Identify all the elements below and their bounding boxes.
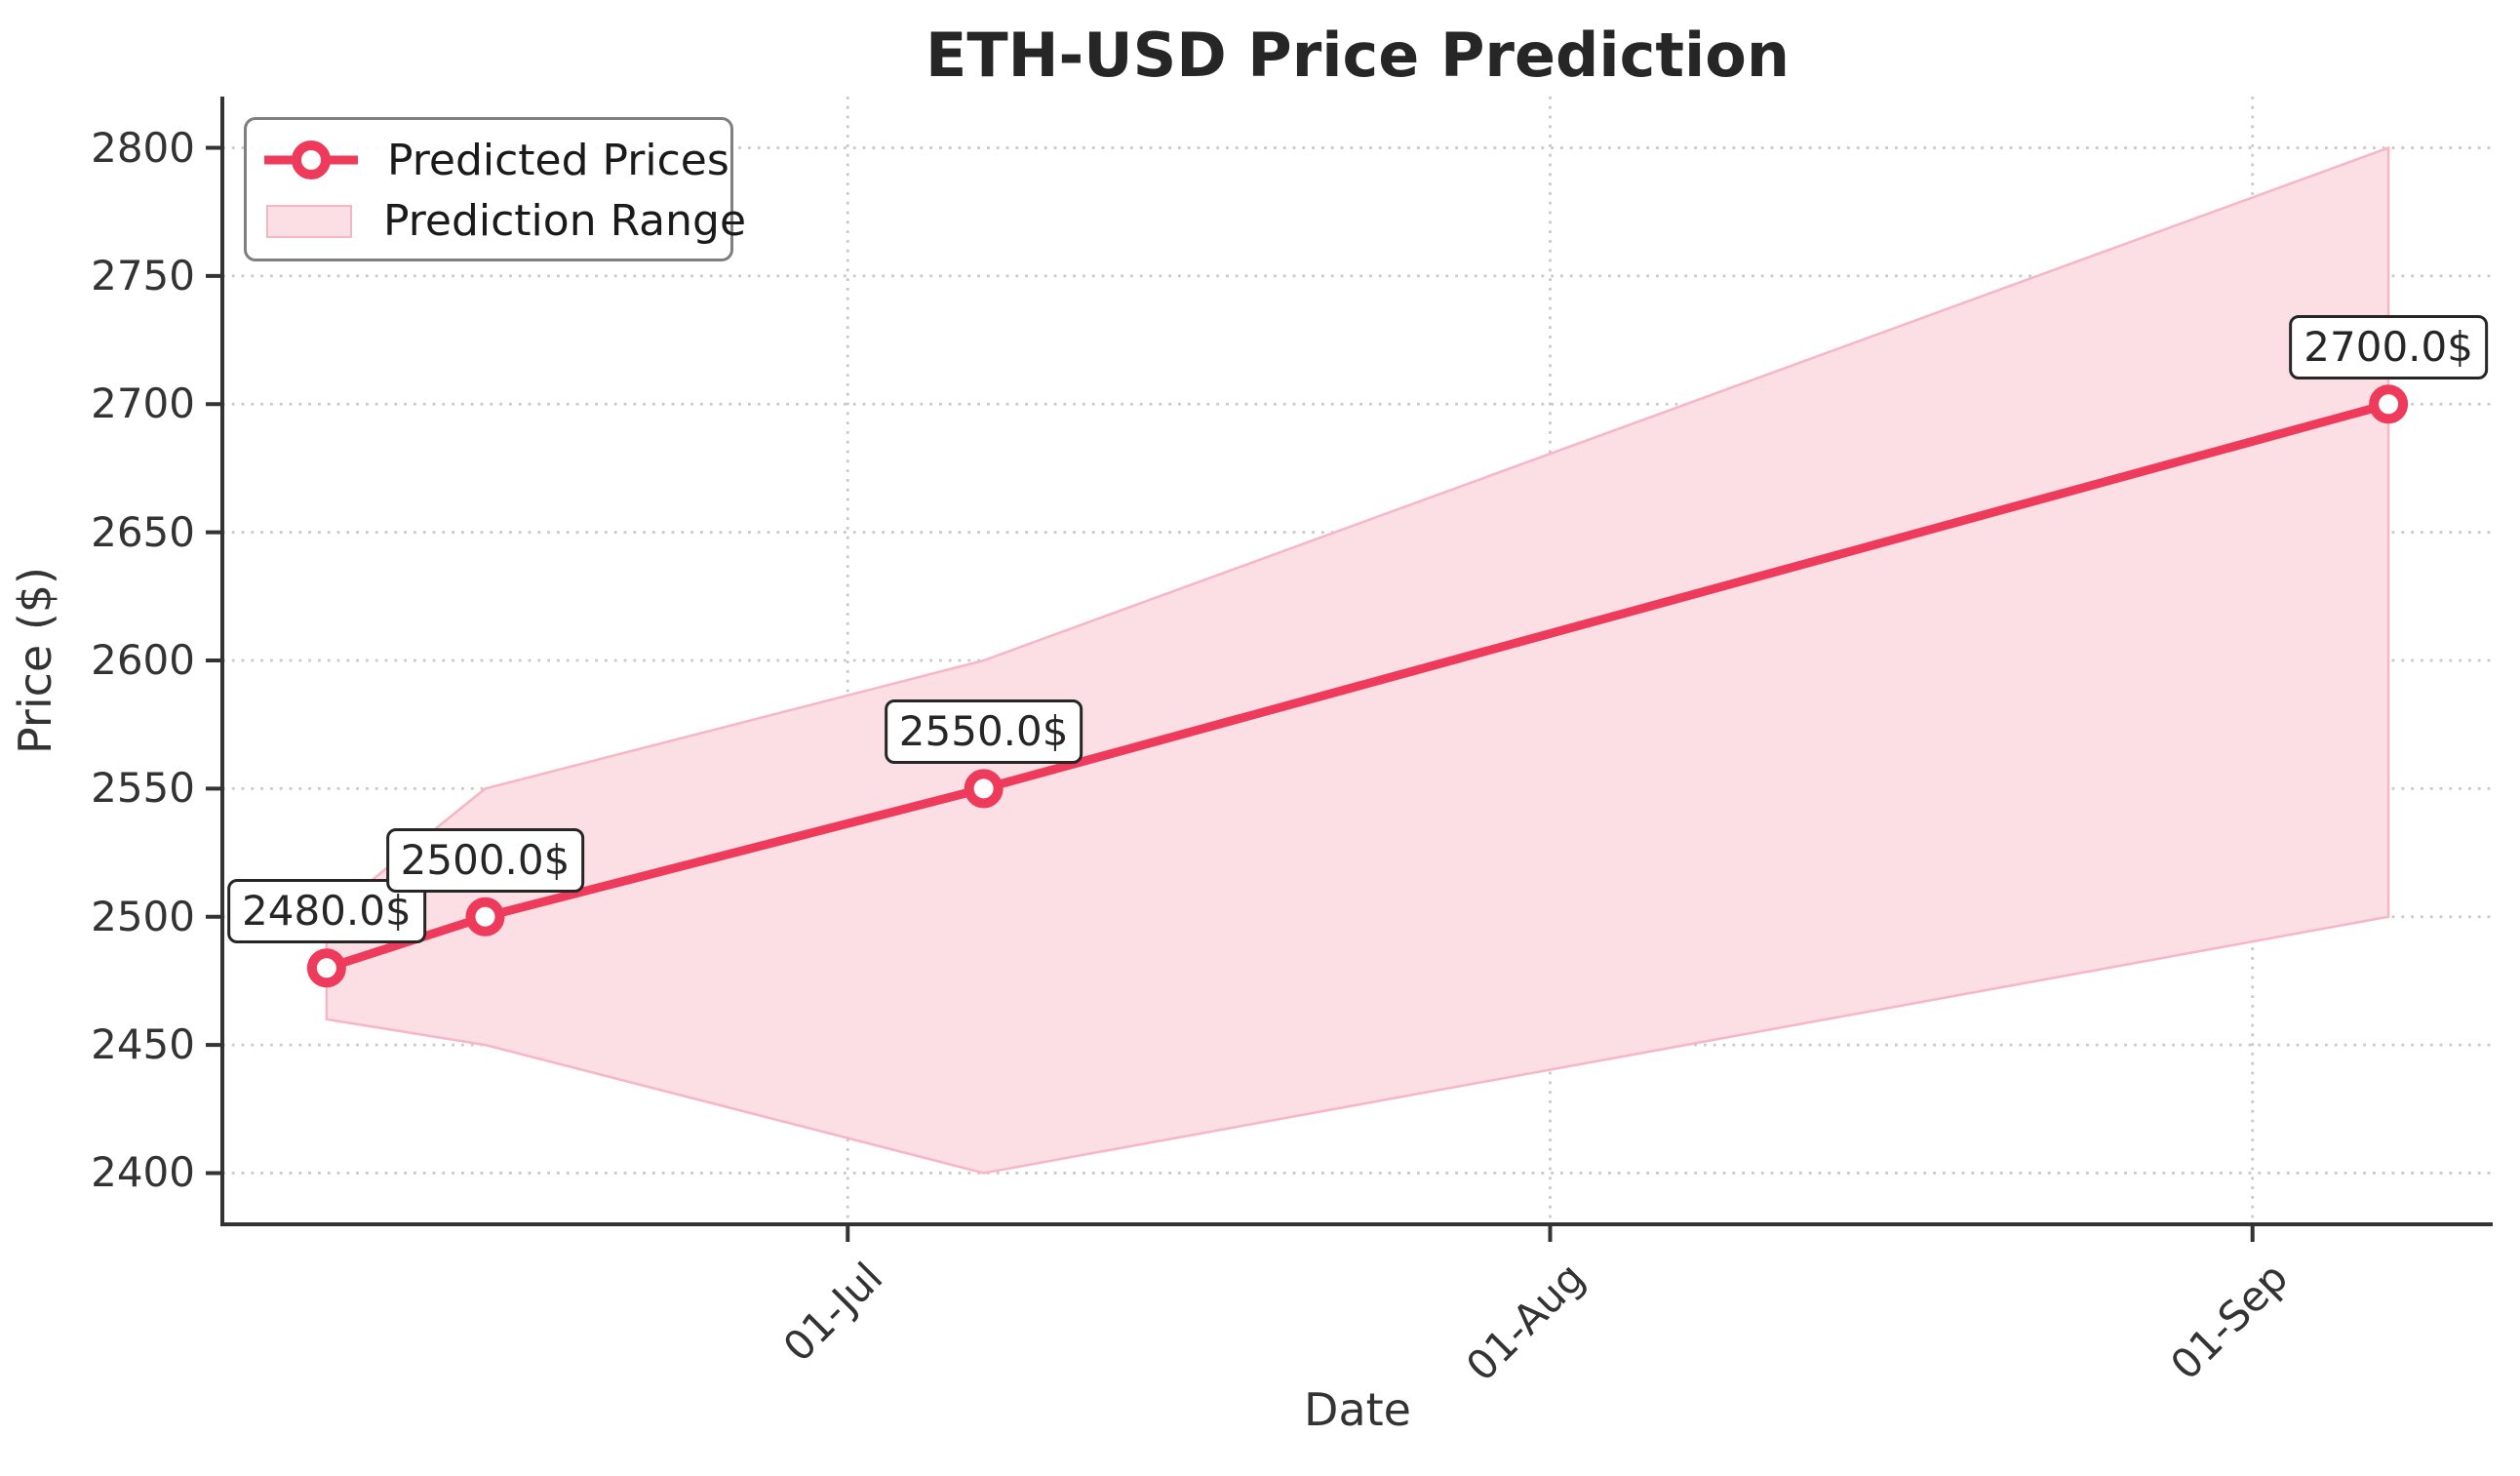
y-tick-label: 2800 xyxy=(91,123,195,172)
y-tick-label: 2550 xyxy=(91,764,195,813)
legend-label: Prediction Range xyxy=(383,196,747,246)
chart-title: ETH-USD Price Prediction xyxy=(925,20,1791,91)
y-tick-label: 2750 xyxy=(91,251,195,299)
point-annotation: 2480.0$ xyxy=(227,879,426,944)
legend-item-prediction-range: Prediction Range xyxy=(260,196,746,246)
point-annotation: 2700.0$ xyxy=(2289,315,2488,380)
data-point-marker xyxy=(465,897,505,937)
y-tick-label: 2700 xyxy=(91,379,195,428)
line-circle-icon xyxy=(264,140,358,180)
y-tick-label: 2400 xyxy=(91,1148,195,1197)
x-axis-label: Date xyxy=(1304,1383,1411,1436)
legend-label: Predicted Prices xyxy=(387,135,729,185)
point-annotation: 2550.0$ xyxy=(884,699,1083,765)
data-point-marker xyxy=(2369,384,2409,424)
patch-icon xyxy=(266,204,352,238)
y-tick-label: 2500 xyxy=(91,892,195,940)
legend: Predicted Prices Prediction Range xyxy=(244,117,746,261)
point-annotation: 2500.0$ xyxy=(385,827,585,893)
y-tick-label: 2450 xyxy=(91,1020,195,1069)
y-tick-label: 2600 xyxy=(91,636,195,684)
legend-item-predicted-prices: Predicted Prices xyxy=(260,133,729,187)
data-point-marker xyxy=(306,948,346,988)
data-point-marker xyxy=(964,769,1004,809)
y-axis-label: Price ($) xyxy=(9,567,61,754)
y-tick-label: 2650 xyxy=(91,507,195,556)
prediction-band xyxy=(325,145,2390,1175)
